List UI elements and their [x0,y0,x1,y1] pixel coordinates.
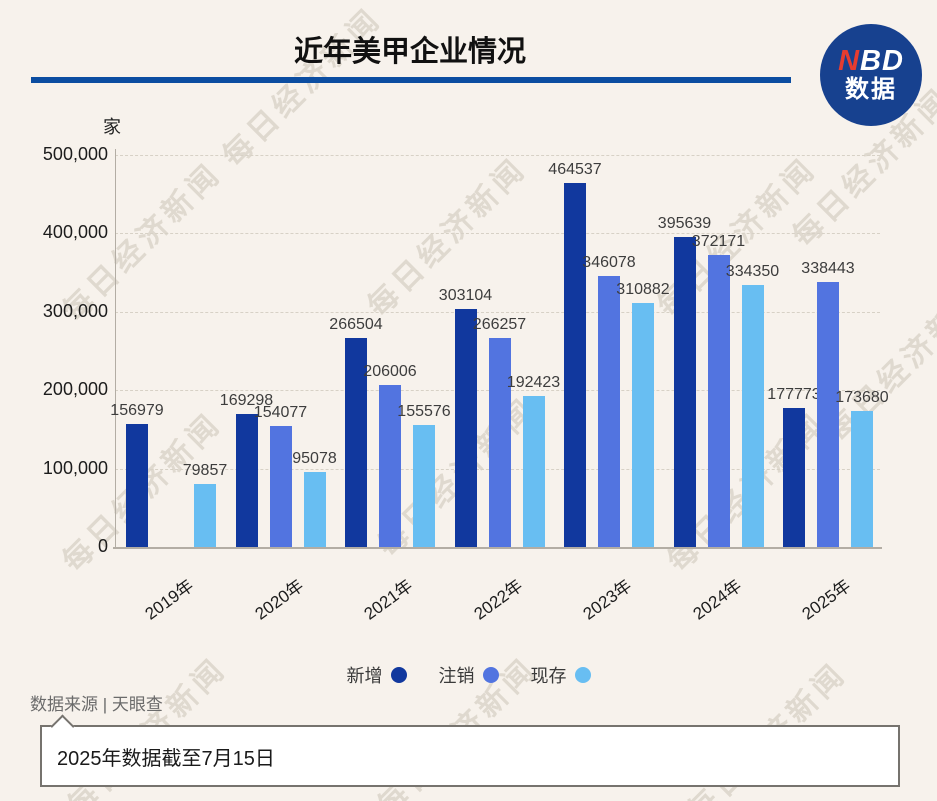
logo-letter-n: N [838,45,861,77]
y-axis [115,149,116,547]
bar-value-label: 156979 [110,401,164,419]
bar-注销-2020年 [269,426,292,547]
x-axis [113,547,882,549]
bar-value-label: 95078 [292,450,337,468]
bar-value-label: 346078 [582,253,636,271]
legend-label: 新增 [346,666,383,686]
note-box: 2025年数据截至7月15日 [40,725,900,787]
bar-新增-2025年 [783,407,805,547]
logo-line1: NBD [838,46,904,76]
y-tick-label: 400,000 [42,222,108,243]
x-tick-label: 2024年 [689,576,745,624]
bar-现存-2023年 [632,303,654,547]
bar-注销-2024年 [707,255,730,547]
legend-label: 现存 [530,666,567,686]
bar-注销-2021年 [379,385,401,547]
bar-value-label: 334350 [725,262,780,280]
bar-value-label: 395639 [657,214,712,232]
bar-现存-2024年 [741,284,764,547]
title-underline [31,77,791,83]
gridline [115,233,880,235]
bar-value-label: 154077 [253,404,308,422]
bar-value-label: 169298 [219,392,274,410]
bar-value-label: 206006 [363,363,417,381]
x-tick-label: 2025年 [798,576,855,624]
legend: 新增 注销 现存 [0,662,937,688]
bar-新增-2020年 [235,414,258,547]
bar-新增-2022年 [454,309,477,547]
bar-新增-2019年 [126,423,148,547]
bar-value-label: 266504 [329,316,383,334]
bar-新增-2023年 [564,182,586,547]
page-title: 近年美甲企业情况 [293,36,526,68]
legend-dot [390,667,407,683]
y-tick-label: 500,000 [42,144,108,164]
logo-letters-bd: BD [860,45,904,77]
legend-dot [482,667,499,683]
gridline [115,155,880,156]
bar-value-label: 79857 [182,462,228,480]
legend-item-现存: 现存 [531,662,591,688]
y-tick-label: 100,000 [42,457,108,478]
bar-现存-2022年 [522,396,545,547]
note-text: 2025年数据截至7月15日 [57,747,275,770]
y-tick-label: 0 [97,536,108,556]
bar-新增-2021年 [345,338,367,547]
bar-现存-2020年 [303,472,326,547]
nbd-logo: NBD 数据 [820,24,922,126]
bar-新增-2024年 [673,236,696,547]
y-axis-unit-label: 家 [103,117,121,137]
bar-value-label: 192423 [506,374,561,392]
y-tick-label: 300,000 [42,300,108,321]
bar-value-label: 372171 [691,233,746,251]
bar-注销-2022年 [488,338,511,547]
bar-value-label: 177773 [767,385,821,403]
bar-现存-2025年 [851,410,873,547]
bar-注销-2023年 [598,275,620,547]
x-tick-label: 2021年 [360,576,417,624]
bar-value-label: 310882 [616,281,670,299]
bar-value-label: 173680 [835,388,889,406]
legend-label: 注销 [438,666,475,686]
x-tick-label: 2022年 [470,576,526,624]
bar-value-label: 338443 [801,259,855,277]
bar-注销-2025年 [817,281,839,547]
bar-现存-2019年 [194,484,216,547]
bar-value-label: 464537 [548,160,602,178]
legend-item-新增: 新增 [347,662,407,688]
legend-dot [574,667,591,683]
x-tick-label: 2019年 [141,576,198,624]
logo-line2: 数据 [845,76,897,103]
x-tick-label: 2023年 [579,576,636,624]
legend-item-注销: 注销 [439,662,499,688]
data-source-label: 数据来源 | 天眼查 [30,695,163,714]
bar-value-label: 266257 [472,316,527,334]
bar-value-label: 155576 [397,403,451,421]
bar-现存-2021年 [413,425,435,547]
y-tick-label: 200,000 [42,379,108,400]
gridline [115,311,880,313]
x-tick-label: 2020年 [251,576,307,624]
bar-value-label: 303104 [438,287,493,305]
